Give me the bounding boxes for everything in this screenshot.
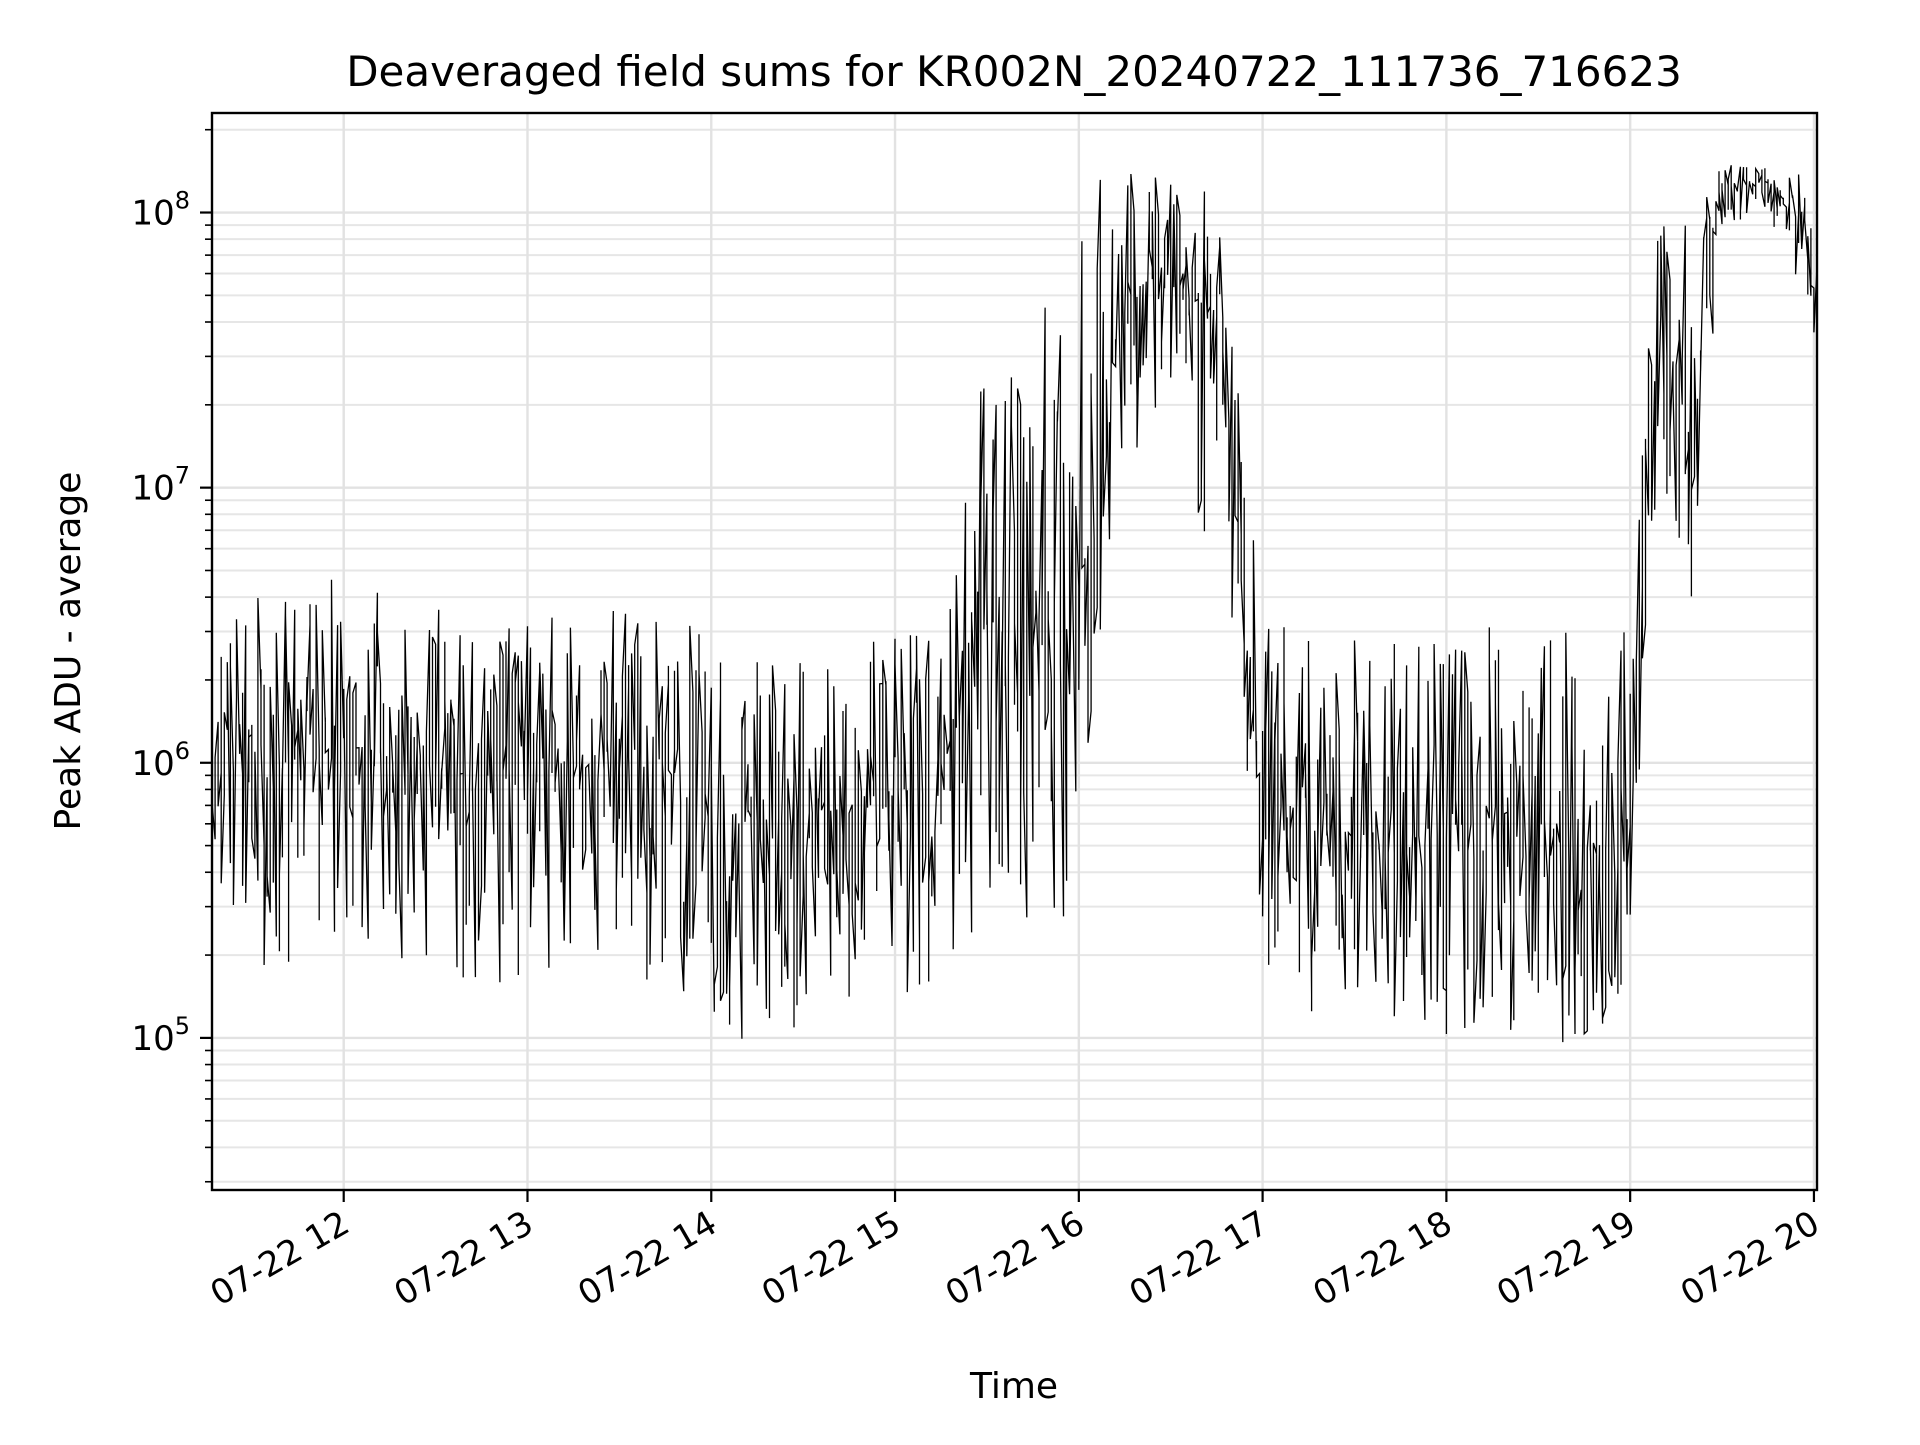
data-layer	[211, 165, 1818, 1043]
plot-frame	[210, 111, 1819, 1192]
y-tick-label: 107	[131, 462, 190, 509]
series-line	[211, 165, 1818, 1043]
x-axis-label: Time	[969, 1366, 1058, 1407]
y-tick-label: 108	[131, 187, 190, 234]
chart-title: Deaveraged field sums for KR002N_2024072…	[346, 47, 1682, 96]
y-tick-label: 105	[131, 1012, 190, 1059]
y-tick-label: 106	[131, 737, 190, 784]
y-axis-label: Peak ADU - average	[48, 472, 89, 831]
